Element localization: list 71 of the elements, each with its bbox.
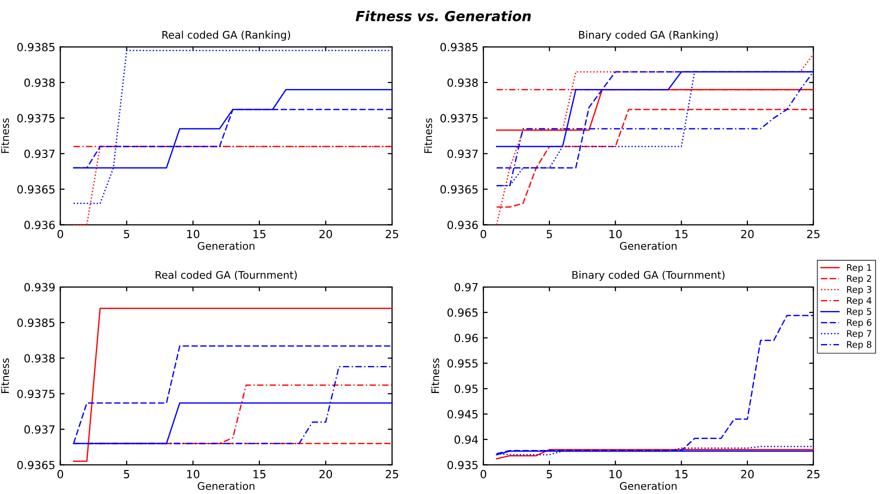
x-axis-title: Generation (198, 482, 254, 490)
y-tick-label: 0.936 (24, 220, 55, 230)
x-axis-title: Generation (620, 242, 677, 250)
x-tick-label: 10 (187, 470, 200, 478)
x-tick-label: 15 (254, 230, 266, 238)
chart-title: Real coded GA (Tournment) (156, 270, 297, 280)
y-tick-label: 0.965 (447, 308, 478, 317)
y-tick-label: 0.937 (24, 150, 55, 158)
y-tick-label: 0.945 (447, 410, 478, 418)
legend-label: Rep 7 (847, 330, 872, 339)
x-tick-label: 15 (254, 470, 266, 478)
x-tick-label: 20 (319, 230, 332, 238)
y-tick-label: 0.97 (454, 282, 478, 292)
text: Fitness vs. Generation (356, 10, 531, 22)
x-tick-label: 5 (546, 470, 552, 478)
x-tick-label: 20 (741, 470, 754, 478)
y-tick-label: 0.94 (454, 435, 478, 444)
x-axis-title: Generation (198, 242, 254, 250)
y-tick-label: 0.9365 (17, 460, 54, 470)
legend-label: Rep 3 (847, 286, 872, 295)
x-tick-label: 20 (319, 470, 332, 478)
legend-label: Rep 1 (847, 264, 872, 273)
x-tick-label: 5 (124, 470, 130, 478)
y-tick-label: 0.955 (447, 359, 478, 368)
y-tick-label: 0.936 (447, 220, 478, 230)
y-tick-label: 0.937 (447, 150, 478, 158)
y-tick-label: 0.9385 (17, 318, 54, 327)
x-tick-label: 10 (610, 470, 622, 478)
chart-title: Real coded GA (Ranking) (162, 30, 290, 41)
x-tick-label: 15 (676, 230, 688, 238)
y-axis-title: Fitness (0, 358, 10, 393)
x-tick-label: 25 (386, 230, 398, 238)
x-tick-label: 25 (386, 470, 398, 478)
x-tick-label: 0 (480, 470, 486, 478)
y-tick-label: 0.9375 (17, 114, 54, 122)
x-tick-label: 10 (187, 230, 200, 238)
y-axis-title: Fitness (431, 358, 440, 393)
y-tick-label: 0.935 (447, 460, 478, 470)
chart-title: Binary coded GA (Ranking) (579, 30, 718, 41)
x-tick-label: 0 (480, 230, 486, 238)
x-tick-label: 20 (741, 230, 754, 238)
y-tick-label: 0.95 (454, 384, 478, 394)
x-tick-label: 15 (676, 470, 688, 478)
legend-label: Rep 8 (847, 341, 872, 350)
x-tick-label: 5 (124, 230, 130, 238)
y-tick-label: 0.9385 (17, 42, 54, 52)
y-tick-label: 0.9375 (17, 390, 54, 398)
y-tick-label: 0.9375 (440, 114, 478, 122)
y-tick-label: 0.9385 (440, 42, 478, 52)
x-axis-title: Generation (620, 482, 677, 490)
y-tick-label: 0.938 (447, 78, 478, 87)
x-tick-label: 0 (58, 470, 64, 478)
y-tick-label: 0.938 (24, 78, 55, 87)
chart-title: Binary coded GA (Tournment) (572, 270, 724, 281)
y-axis-title: Fitness (424, 118, 432, 153)
x-tick-label: 25 (807, 470, 820, 478)
x-tick-label: 5 (546, 230, 552, 238)
y-tick-label: 0.937 (24, 425, 55, 434)
x-tick-label: 10 (610, 230, 622, 238)
y-tick-label: 0.9365 (17, 185, 54, 194)
legend-label: Rep 4 (847, 297, 872, 306)
y-tick-label: 0.939 (24, 282, 55, 292)
legend-label: Rep 5 (847, 308, 872, 317)
x-tick-label: 0 (58, 230, 64, 238)
y-tick-label: 0.9365 (440, 185, 478, 194)
y-axis-title: Fitness (0, 118, 10, 153)
legend-label: Rep 2 (847, 275, 872, 284)
y-tick-label: 0.96 (454, 334, 478, 342)
legend-label: Rep 6 (847, 319, 872, 328)
y-tick-label: 0.938 (24, 354, 55, 363)
x-tick-label: 25 (807, 230, 820, 238)
